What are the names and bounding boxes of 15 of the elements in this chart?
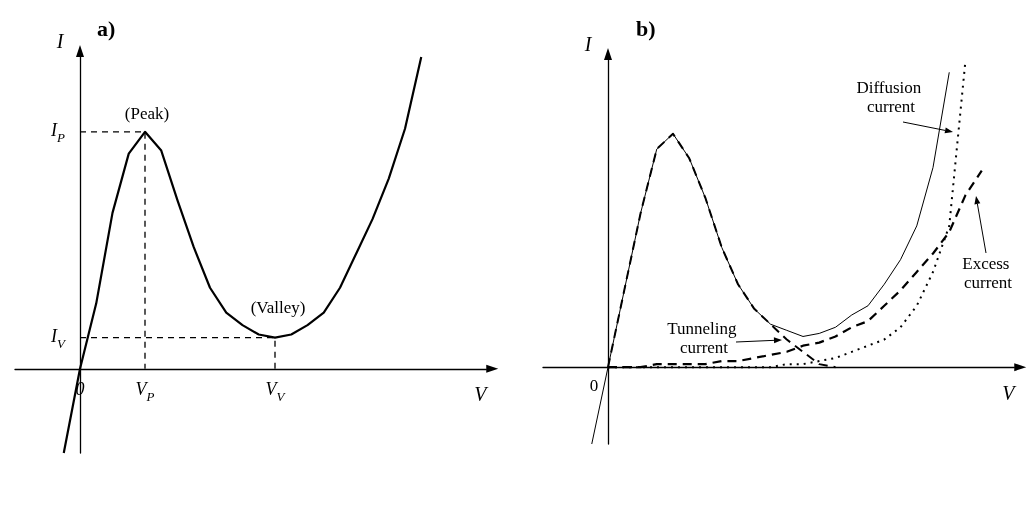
x-axis-title: V — [1002, 381, 1018, 404]
x-tick-label: V$_{P}$ — [135, 378, 155, 405]
annotation: Excess current — [962, 254, 1014, 292]
chart-title: a) — [97, 15, 116, 41]
y-axis-title: I — [55, 29, 65, 52]
chart-title: b) — [636, 15, 656, 41]
y-axis-title: I — [583, 32, 593, 55]
annotation: Tunneling current — [667, 319, 741, 357]
x-tick-label: V$_{V}$ — [265, 378, 287, 405]
x-axis-title: V — [474, 383, 490, 406]
annotation: (Valley) — [250, 297, 306, 317]
ref-line-label: I$_{P}$ — [50, 119, 66, 146]
annotation: Diffusion current — [856, 78, 926, 116]
annotation: (Peak) — [124, 103, 170, 123]
ref-line-label: I$_{V}$ — [50, 325, 68, 352]
